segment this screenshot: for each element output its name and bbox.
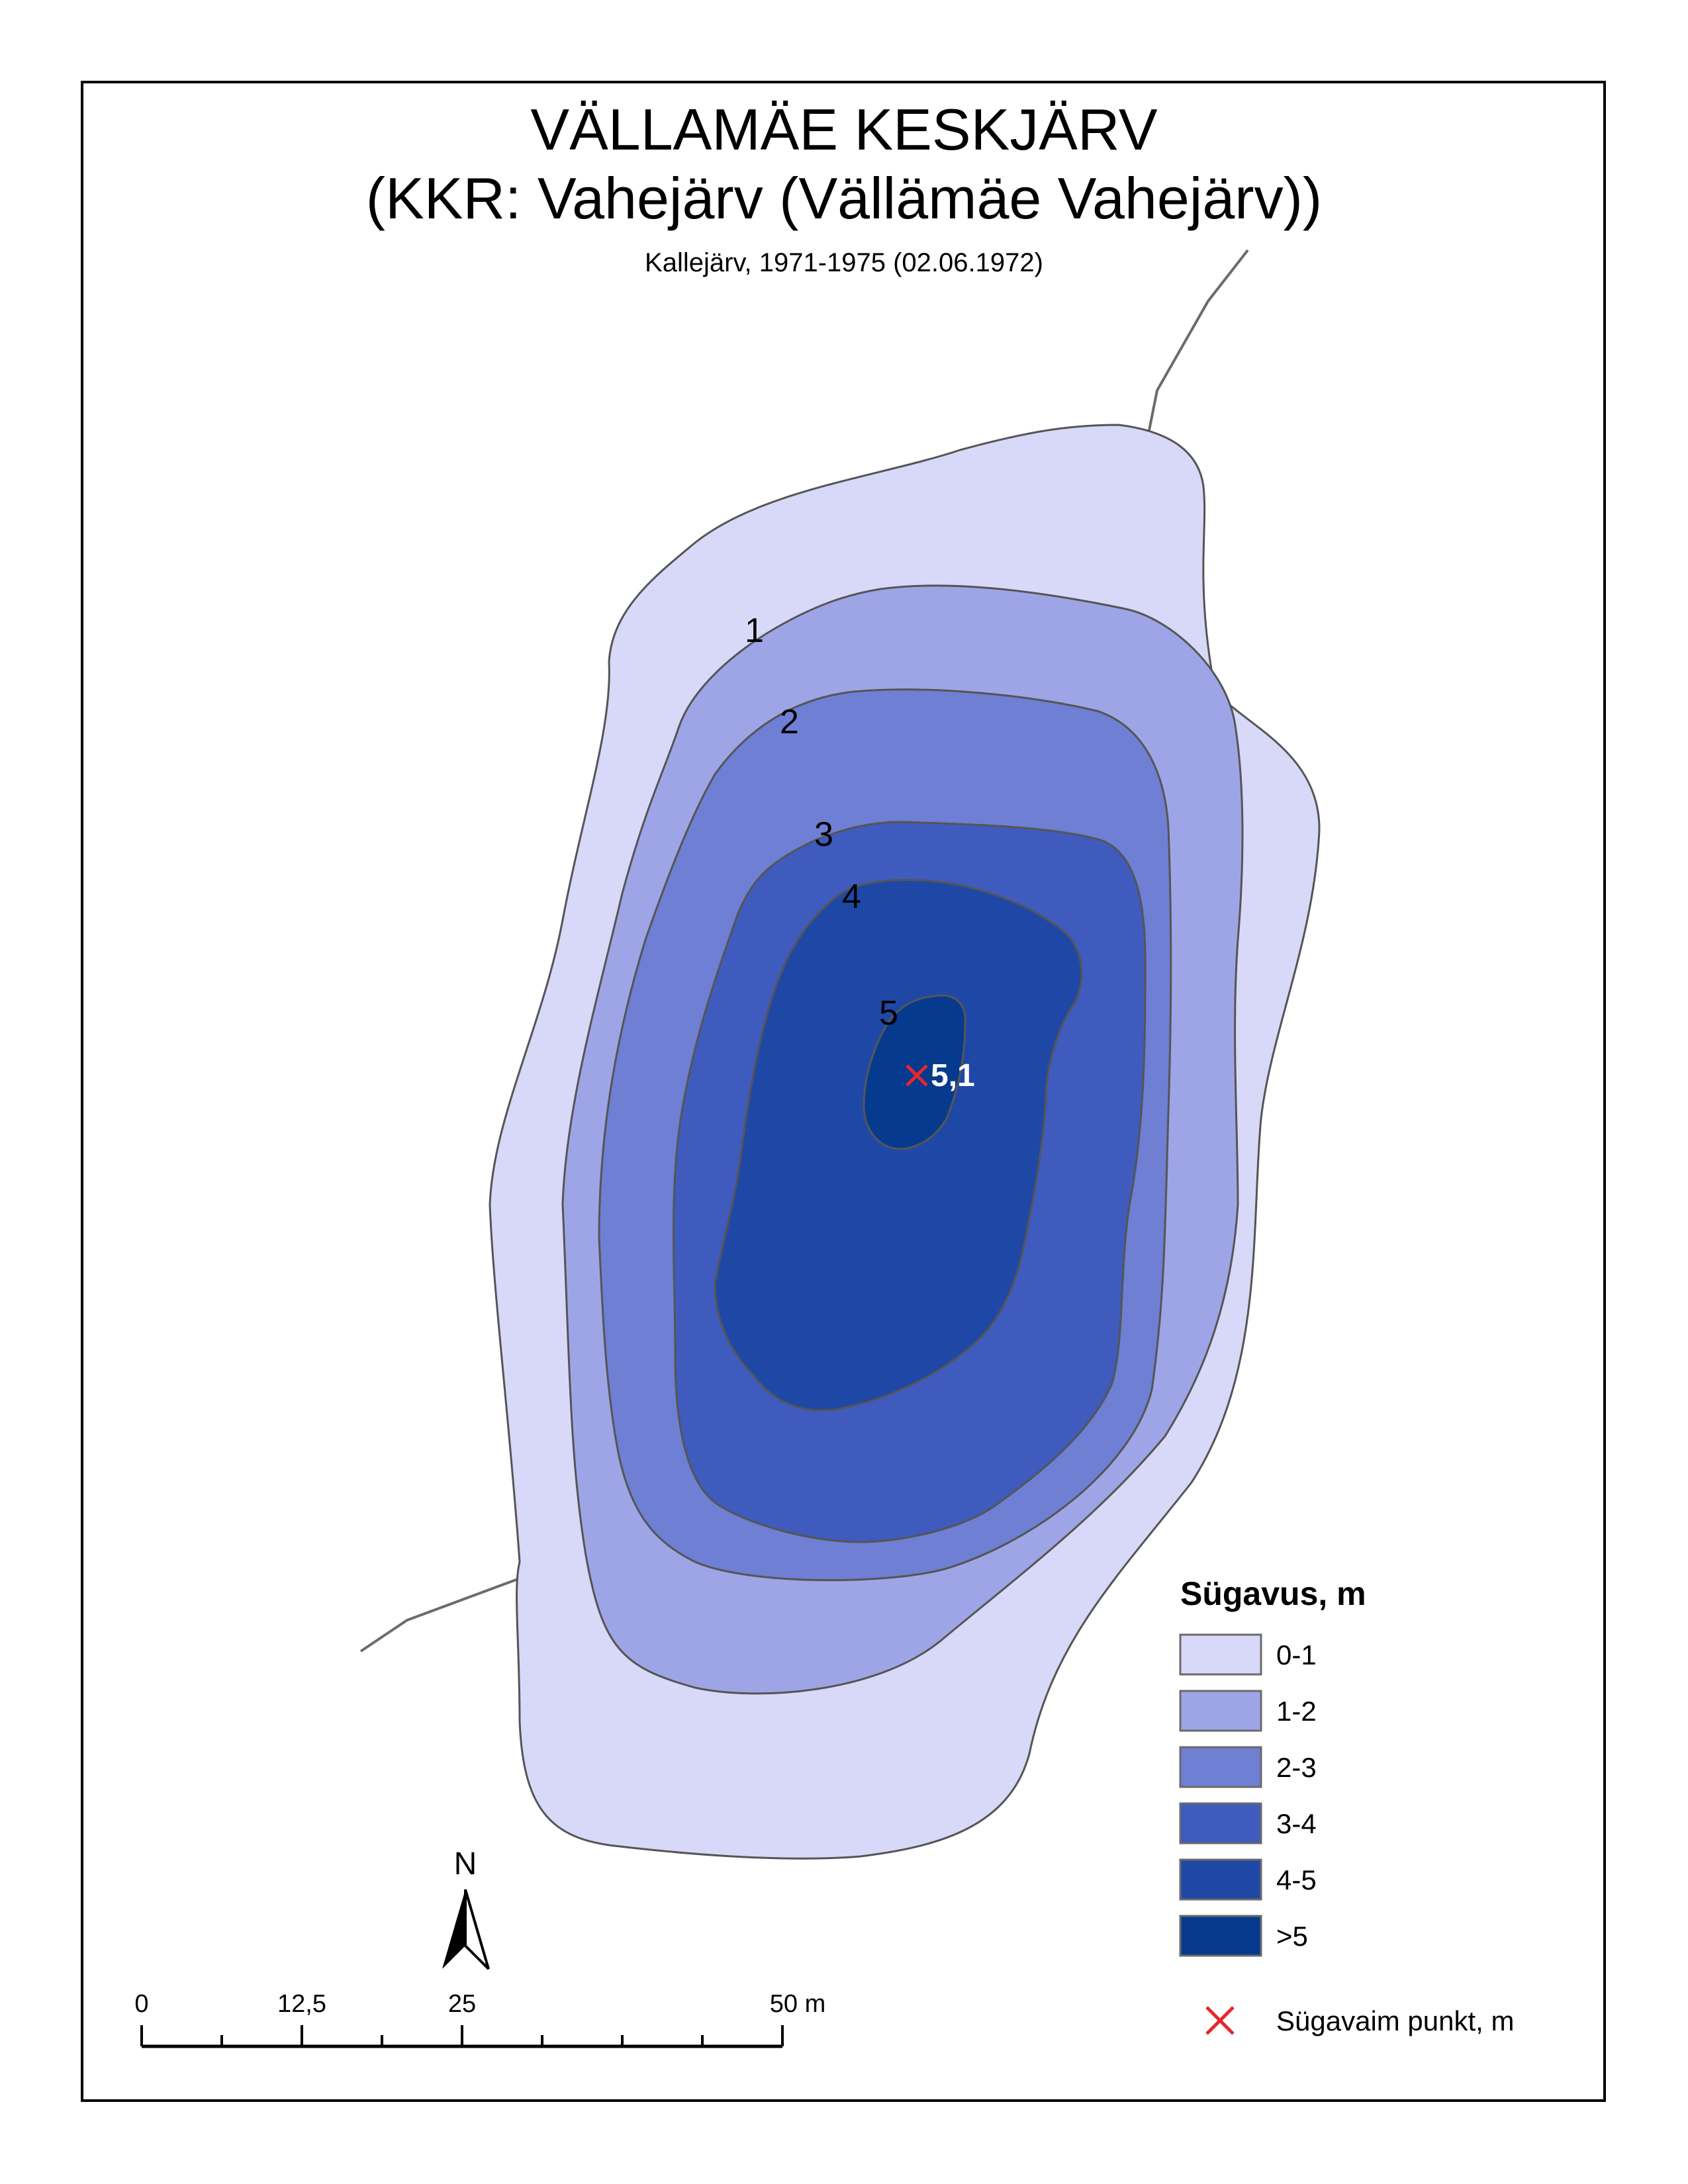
map-title: VÄLLAMÄE KESKJÄRV [530, 97, 1158, 162]
legend-deepest-point-label: Sügavaim punkt, m [1276, 2005, 1515, 2036]
legend-swatch-3-4 [1179, 1802, 1262, 1844]
legend-swatch-1-2 [1179, 1690, 1262, 1732]
scale-bar [140, 2025, 784, 2048]
contour-label-2: 2 [780, 703, 799, 741]
scale-label-0: 0 [134, 1990, 148, 2018]
map-frame [81, 81, 1606, 2102]
legend-label-0-1: 0-1 [1276, 1639, 1317, 1670]
legend: Sügavus, m 0-1 1-2 2-3 3-4 4-5 >5 [1179, 1575, 1366, 1957]
deepest-point-marker [906, 1064, 928, 1087]
legend-swatch-4-5 [1179, 1858, 1262, 1901]
legend-label-2-3: 2-3 [1276, 1752, 1317, 1783]
legend-label-3-4: 3-4 [1276, 1808, 1317, 1839]
scale-label-25: 25 [448, 1990, 476, 2018]
legend-title: Sügavus, m [1180, 1575, 1366, 1612]
stream-north [1147, 249, 1249, 434]
north-arrow-icon [442, 1889, 490, 1970]
scale-label-50: 50 m [770, 1990, 825, 2018]
map-title-alt-name: (KKR: Vahejärv (Vällämäe Vahejärv)) [366, 165, 1322, 231]
contour-label-3: 3 [814, 815, 833, 854]
legend-swatch-over-5 [1179, 1915, 1262, 1957]
legend-label-1-2: 1-2 [1276, 1696, 1317, 1727]
map-subtitle: Kallejärv, 1971-1975 (02.06.1972) [645, 248, 1043, 277]
legend-swatch-2-3 [1179, 1746, 1262, 1788]
contour-label-1: 1 [745, 612, 764, 650]
contour-label-5: 5 [879, 994, 898, 1032]
stream-southwest [359, 1577, 520, 1653]
legend-deepest-point-marker [1205, 2006, 1235, 2035]
north-arrow-label: N [454, 1846, 477, 1882]
deepest-point-label: 5,1 [931, 1058, 975, 1093]
legend-label-over-5: >5 [1276, 1921, 1308, 1952]
legend-swatch-0-1 [1179, 1633, 1262, 1676]
legend-label-4-5: 4-5 [1276, 1864, 1317, 1895]
contour-label-4: 4 [842, 878, 861, 916]
scale-label-12-5: 12,5 [277, 1990, 326, 2018]
